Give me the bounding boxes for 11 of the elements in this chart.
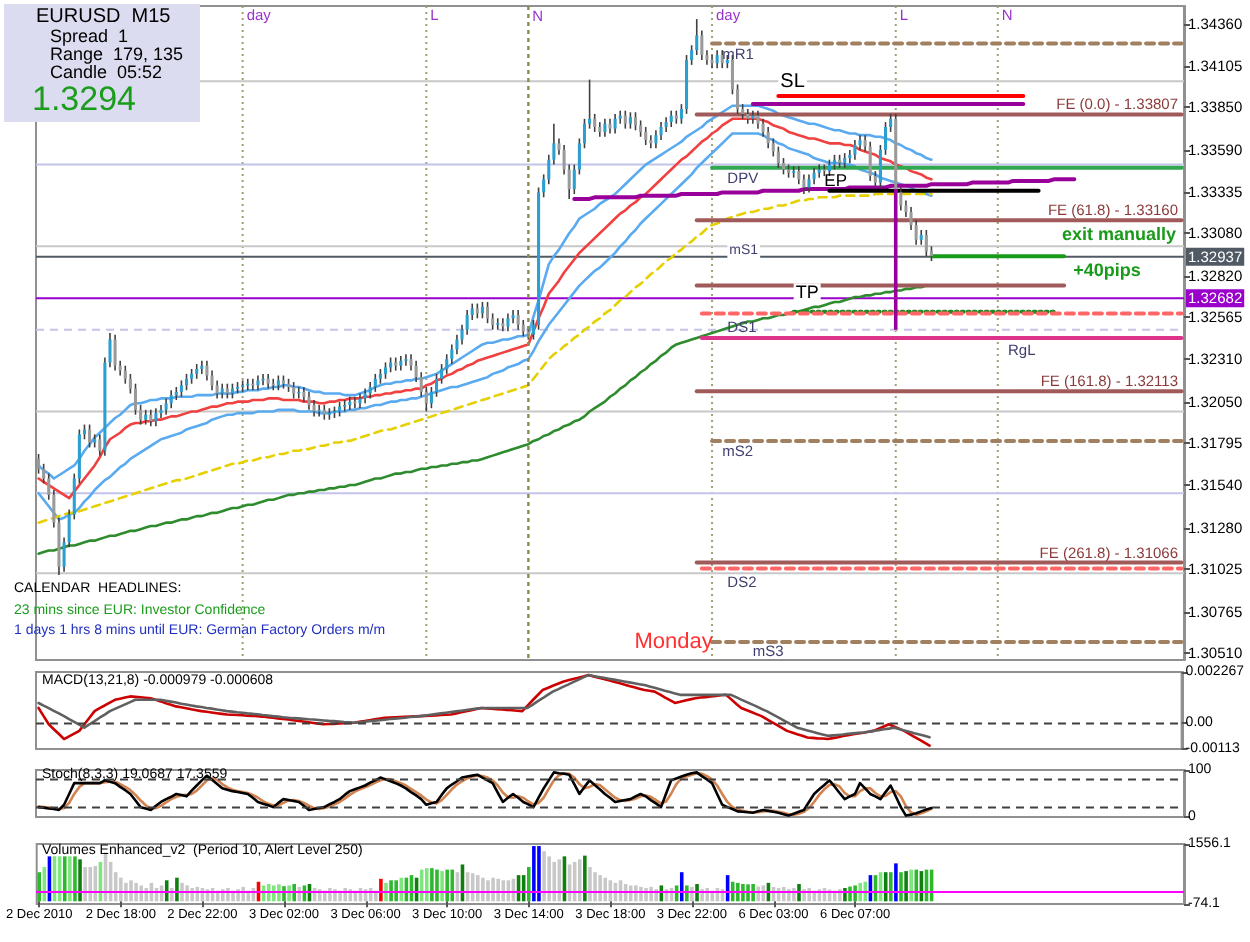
annotation: 1.3294: [32, 80, 136, 120]
annotation: exit manually: [1062, 224, 1177, 246]
annotation: TP: [795, 282, 819, 303]
annotation: Monday: [634, 630, 713, 655]
annotation: +40pips: [1073, 260, 1141, 282]
chart-title: EURUSD M15: [36, 6, 171, 28]
annotation: Range 179, 135: [50, 44, 184, 65]
annotation: SL: [780, 70, 806, 93]
annotation: Candle 05:52: [50, 62, 163, 84]
annotation: EP: [824, 169, 848, 190]
annotation: Spread 1: [50, 26, 129, 47]
